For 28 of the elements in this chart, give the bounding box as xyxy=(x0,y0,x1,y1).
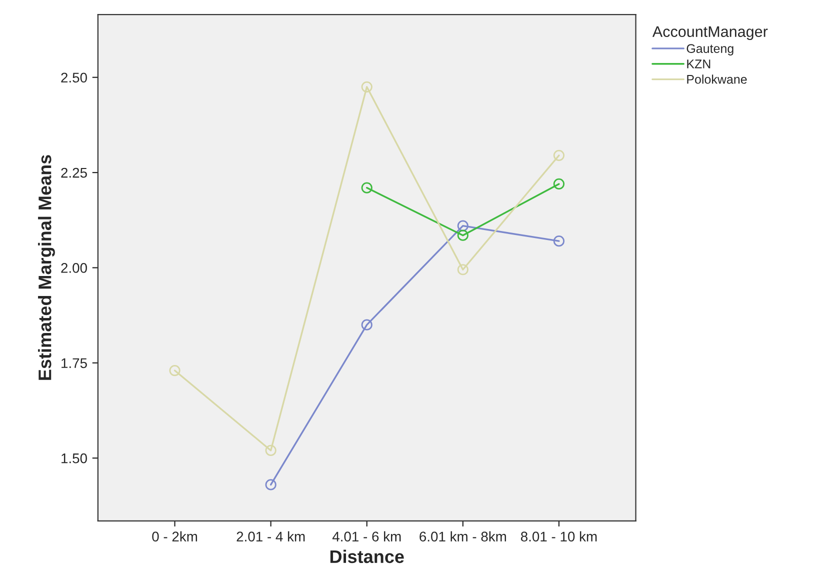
x-tick-label: 2.01 - 4 km xyxy=(236,531,305,542)
point xyxy=(169,364,180,376)
point xyxy=(265,479,276,490)
point xyxy=(457,264,468,276)
x-tick-label: 6.01 km - 8km xyxy=(420,531,506,542)
y-tick-label: 2.50 xyxy=(61,72,87,83)
y-tick-label: 2.00 xyxy=(61,263,87,273)
y-axis-title: Estimated Marginal Means xyxy=(38,155,55,380)
point xyxy=(457,220,468,232)
x-tick-label: 8.01 - 10 km xyxy=(520,531,597,542)
legend-title: AccountManager xyxy=(652,26,768,40)
point xyxy=(553,236,564,247)
x-tick-label: 0 - 2km xyxy=(152,531,198,542)
point xyxy=(265,444,276,456)
y-tick-label: 1.50 xyxy=(62,453,87,464)
point xyxy=(553,150,564,161)
y-tick-label: 2.25 xyxy=(61,168,87,178)
x-axis-title: Distance xyxy=(330,550,404,564)
y-tick-label: 1.75 xyxy=(62,358,87,368)
legend-label: Polokwane xyxy=(687,74,747,84)
point xyxy=(553,178,564,190)
point xyxy=(457,230,468,241)
legend-label: Gauteng xyxy=(686,44,734,56)
legend-label: KZN xyxy=(687,60,710,68)
point xyxy=(361,319,372,330)
point xyxy=(361,182,372,194)
x-tick-label: 4.01 - 6 km xyxy=(332,531,401,542)
point xyxy=(361,81,372,92)
